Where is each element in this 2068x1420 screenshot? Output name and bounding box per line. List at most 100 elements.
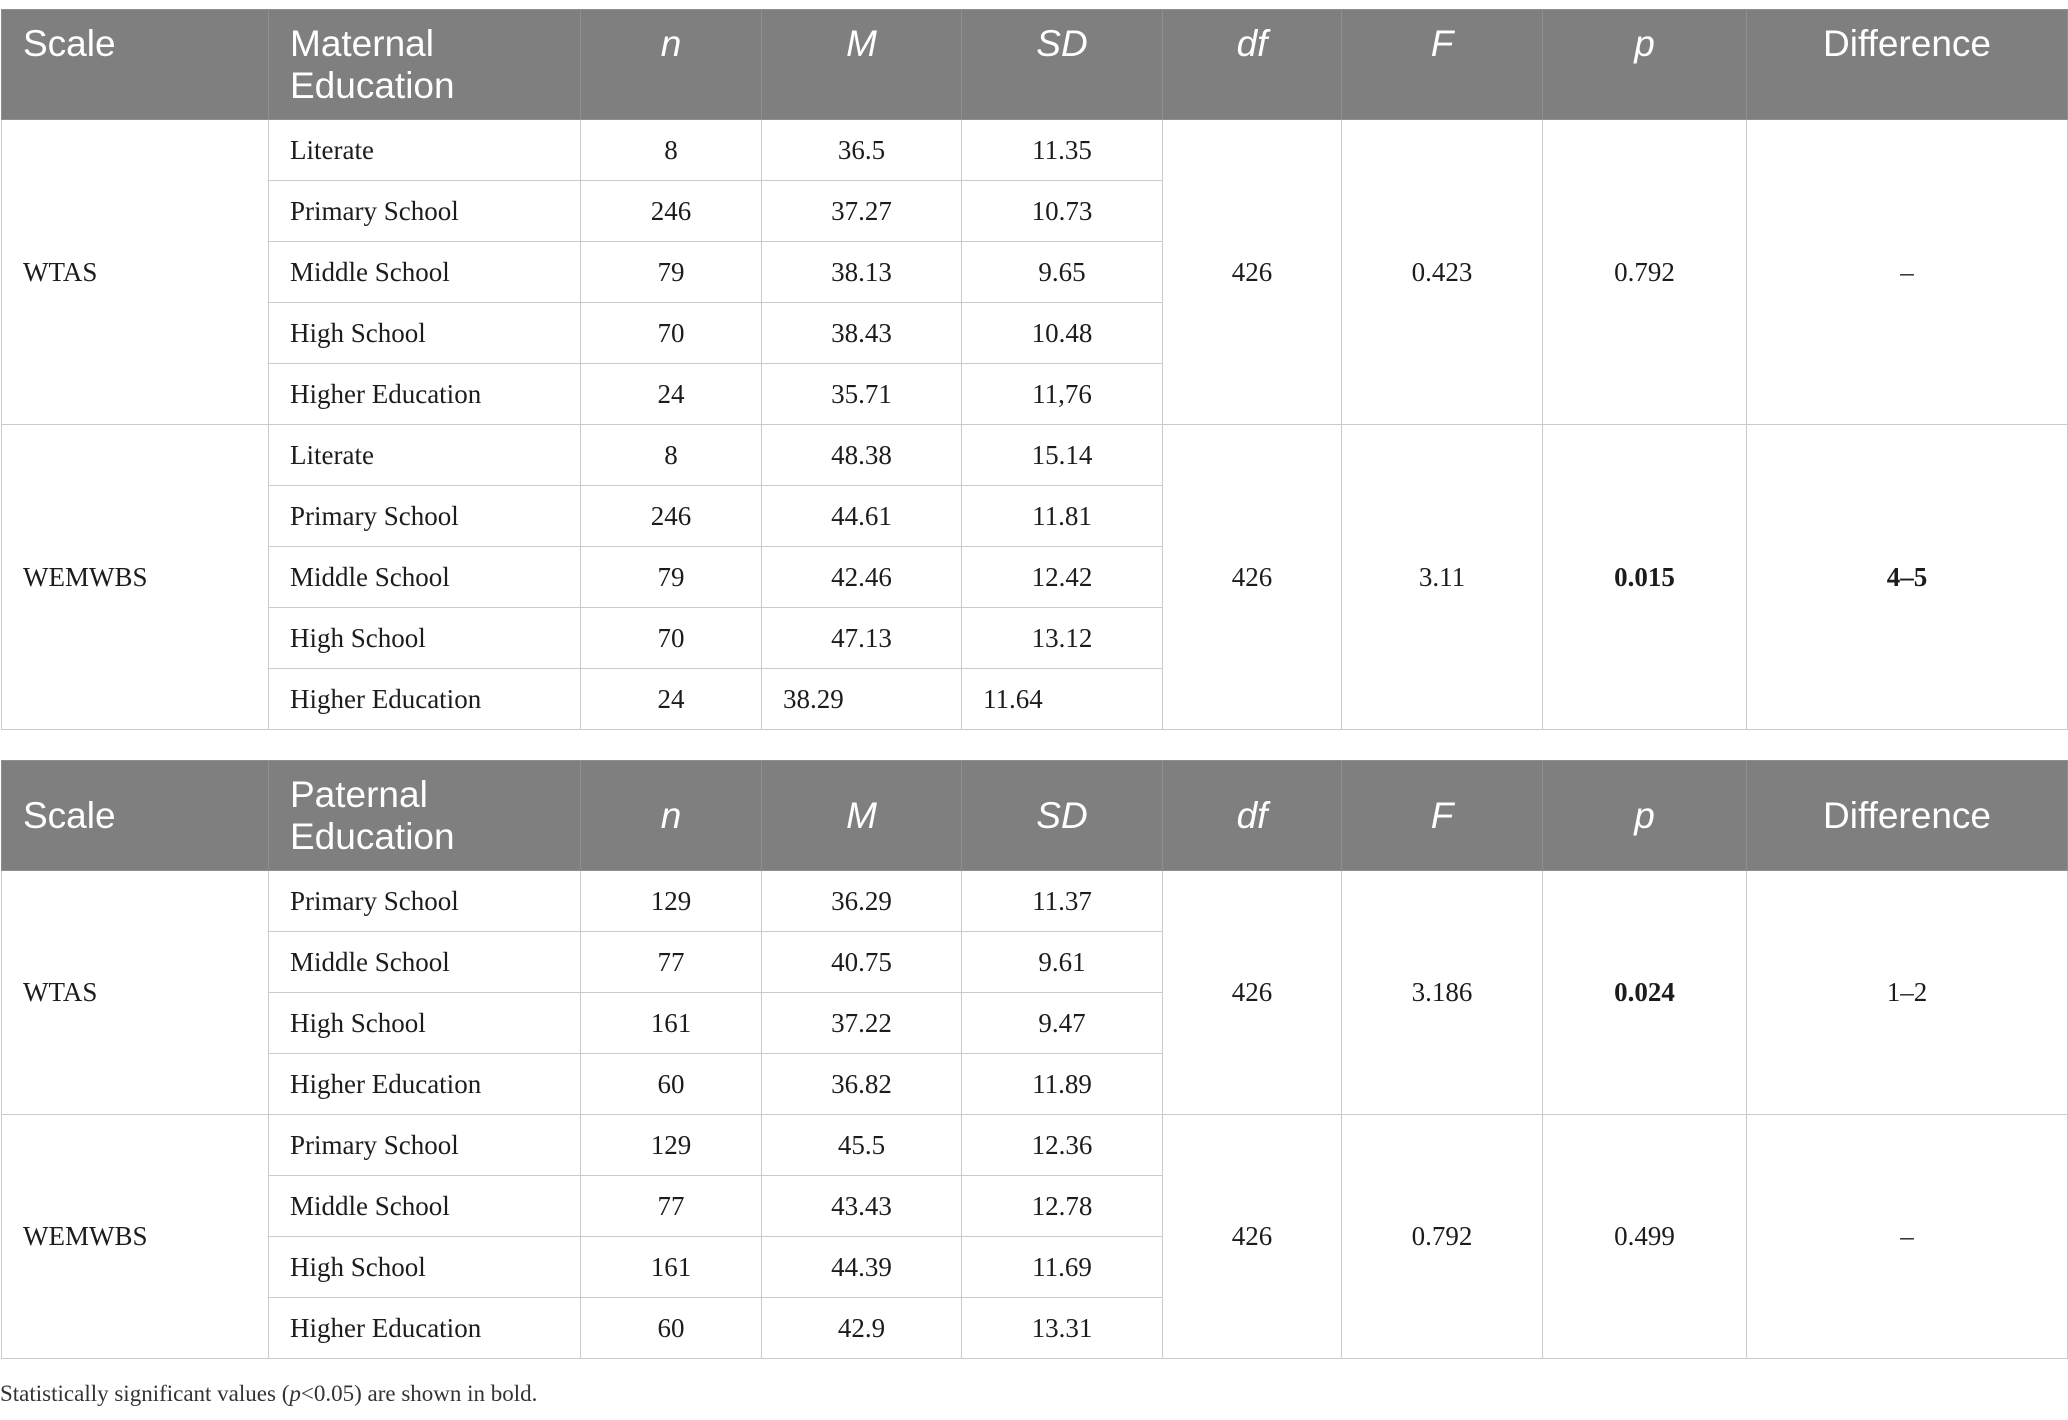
table-row: WTAS Literate 8 36.5 11.35 426 0.423 0.792–: [1, 119, 2068, 425]
sd-cell: 11.37: [961, 870, 1163, 932]
sd-cell: 12.42: [961, 546, 1163, 608]
mean-cell: 44.61: [761, 485, 962, 547]
footnote-text-before: Statistically significant values (: [0, 1381, 290, 1406]
table-row: Primary School 246 44.61 11.81: [2, 485, 2068, 547]
scale-cell: WTAS: [1, 119, 269, 425]
n-cell: 70: [580, 302, 762, 364]
n-cell: 8: [580, 119, 762, 181]
table-row: WEMWBS Primary School 129 45.5 12.36 426 0.792…: [1, 1114, 2068, 1359]
sd-cell: 11.69: [961, 1236, 1163, 1298]
difference-cell: 4–5: [1746, 424, 2068, 730]
education-cell: Middle School: [268, 546, 581, 608]
n-cell: 161: [580, 1236, 762, 1298]
table-row: Higher Education 24 35.71 11,76: [2, 363, 2068, 425]
education-cell: High School: [268, 992, 581, 1054]
n-cell: 129: [580, 1114, 762, 1176]
header-df: df: [1162, 9, 1342, 120]
sd-cell: 9.65: [961, 241, 1163, 303]
sd-cell: 11,76: [961, 363, 1163, 425]
table-row: Higher Education 60 42.9 13.31: [2, 1297, 2068, 1359]
sd-cell: 12.36: [961, 1114, 1163, 1176]
sd-cell: 12.78: [961, 1175, 1163, 1237]
df-cell: 426: [1162, 1114, 1342, 1359]
sd-cell: 11.35: [961, 119, 1163, 181]
header-difference: Difference: [1746, 9, 2068, 120]
mean-cell: 36.5: [761, 119, 962, 181]
mean-cell: 42.46: [761, 546, 962, 608]
education-cell: Primary School: [268, 1114, 581, 1176]
header-sd: SD: [961, 9, 1163, 120]
n-cell: 70: [580, 607, 762, 669]
n-cell: 77: [580, 1175, 762, 1237]
mean-cell: 35.71: [761, 363, 962, 425]
sd-cell: 10.48: [961, 302, 1163, 364]
mean-cell: 38.43: [761, 302, 962, 364]
sd-cell: 9.47: [961, 992, 1163, 1054]
mean-cell: 44.39: [761, 1236, 962, 1298]
education-cell: Middle School: [268, 931, 581, 993]
n-cell: 79: [580, 546, 762, 608]
mean-cell: 38.13: [761, 241, 962, 303]
table-footnote: Statistically significant values (p<0.05…: [0, 1379, 2068, 1409]
header-f: F: [1341, 760, 1543, 871]
education-cell: Higher Education: [268, 363, 581, 425]
table-row: Middle School 77 40.75 9.61: [2, 931, 2068, 993]
p-cell: 0.024: [1542, 870, 1747, 1115]
header-n: n: [580, 9, 762, 120]
df-cell: 426: [1162, 870, 1342, 1115]
sd-cell: 11.89: [961, 1053, 1163, 1115]
n-cell: 79: [580, 241, 762, 303]
mean-cell: 36.82: [761, 1053, 962, 1115]
sd-cell: 11.64: [961, 668, 1163, 730]
n-cell: 246: [580, 485, 762, 547]
header-p: p: [1542, 9, 1747, 120]
education-cell: Higher Education: [268, 1053, 581, 1115]
sd-cell: 15.14: [961, 424, 1163, 486]
sd-cell: 11.81: [961, 485, 1163, 547]
education-cell: High School: [268, 302, 581, 364]
mean-cell: 38.29: [761, 668, 962, 730]
table-row: High School 161 37.22 9.47: [2, 992, 2068, 1054]
n-cell: 60: [580, 1297, 762, 1359]
table-row: Higher Education 24 38.29 11.64: [2, 668, 2068, 730]
table-row: Middle School 79 42.46 12.42: [2, 546, 2068, 608]
sd-cell: 13.12: [961, 607, 1163, 669]
table-row: Middle School 79 38.13 9.65: [2, 241, 2068, 303]
header-education: Maternal Education: [268, 9, 581, 120]
education-cell: Literate: [268, 119, 581, 181]
education-cell: High School: [268, 1236, 581, 1298]
n-cell: 24: [580, 668, 762, 730]
header-scale: Scale: [1, 760, 269, 871]
scale-cell: WTAS: [1, 870, 269, 1115]
header-n: n: [580, 760, 762, 871]
footnote-p-symbol: p: [289, 1381, 301, 1406]
mean-cell: 40.75: [761, 931, 962, 993]
n-cell: 24: [580, 363, 762, 425]
education-cell: Higher Education: [268, 1297, 581, 1359]
education-cell: Literate: [268, 424, 581, 486]
table-row: Middle School 77 43.43 12.78: [2, 1175, 2068, 1237]
sd-cell: 9.61: [961, 931, 1163, 993]
mean-cell: 47.13: [761, 607, 962, 669]
mean-cell: 37.27: [761, 180, 962, 242]
table-row: High School 70 38.43 10.48: [2, 302, 2068, 364]
df-cell: 426: [1162, 119, 1342, 425]
f-cell: 3.11: [1341, 424, 1543, 730]
mean-cell: 42.9: [761, 1297, 962, 1359]
table-row: WTAS Primary School 129 36.29 11.37 426 3.186 0…: [1, 870, 2068, 1115]
p-cell: 0.015: [1542, 424, 1747, 730]
education-cell: Primary School: [268, 870, 581, 932]
mean-cell: 45.5: [761, 1114, 962, 1176]
scale-cell: WEMWBS: [1, 424, 269, 730]
f-cell: 0.423: [1341, 119, 1543, 425]
header-df: df: [1162, 760, 1342, 871]
education-cell: Higher Education: [268, 668, 581, 730]
difference-cell: –: [1746, 1114, 2068, 1359]
header-p: p: [1542, 760, 1747, 871]
education-cell: Middle School: [268, 241, 581, 303]
mean-cell: 36.29: [761, 870, 962, 932]
